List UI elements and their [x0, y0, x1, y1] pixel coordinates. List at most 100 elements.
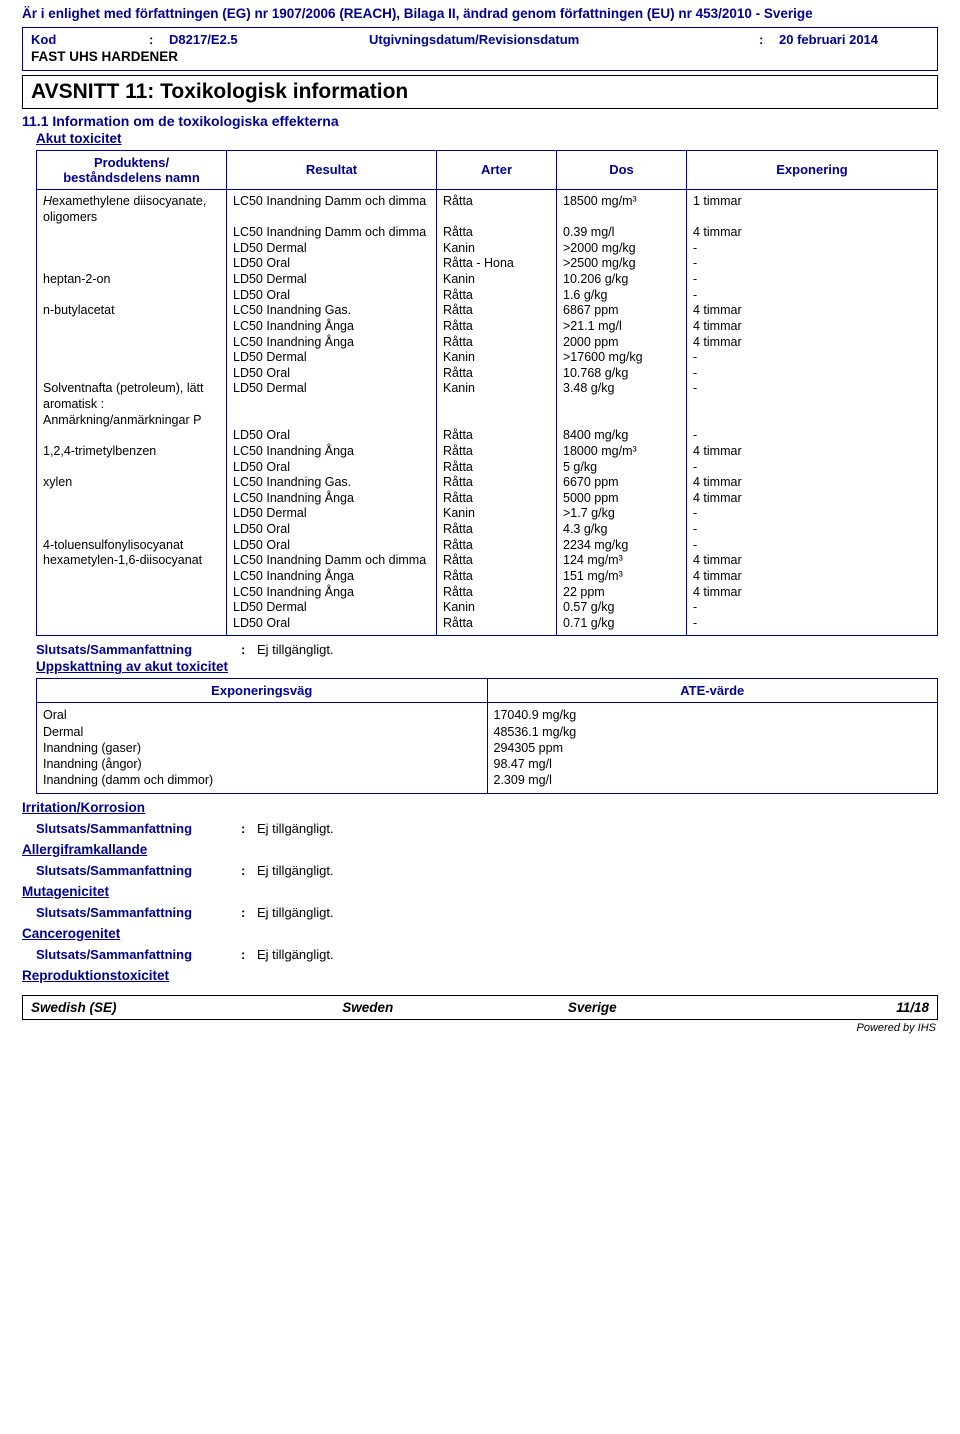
cell-result: LC50 Inandning Ånga	[227, 569, 437, 585]
akut-title: Akut toxicitet	[36, 131, 938, 146]
cell-dose: 4.3 g/kg	[557, 522, 687, 538]
cell-dose: 18500 mg/m³	[557, 189, 687, 225]
cell-route: Dermal	[37, 724, 488, 740]
cell-species: Råtta	[437, 444, 557, 460]
cell-result: LD50 Oral	[227, 460, 437, 476]
th-result: Resultat	[227, 150, 437, 189]
cell-name	[37, 460, 227, 476]
cell-dose: 151 mg/m³	[557, 569, 687, 585]
cell-dose: 0.71 g/kg	[557, 616, 687, 636]
cell-exposure: 4 timmar	[687, 444, 938, 460]
cell-species: Råtta - Hona	[437, 256, 557, 272]
cell-dose: 10.768 g/kg	[557, 366, 687, 382]
table-row: LC50 Inandning ÅngaRåtta5000 ppm4 timmar	[37, 491, 938, 507]
cell-exposure: 4 timmar	[687, 585, 938, 601]
cell-result: LC50 Inandning Ånga	[227, 585, 437, 601]
conclusion-row: Slutsats/Sammanfattning : Ej tillgänglig…	[36, 642, 938, 657]
conclusion-colon: :	[241, 947, 257, 962]
cell-name: Hexamethylene diisocyanate, oligomers	[37, 189, 227, 225]
cell-result: LC50 Inandning Ånga	[227, 444, 437, 460]
kod-colon: :	[149, 32, 169, 47]
cell-exposure: -	[687, 600, 938, 616]
cell-exposure: -	[687, 616, 938, 636]
cell-species: Kanin	[437, 600, 557, 616]
footer-center2: Sverige	[480, 1000, 705, 1015]
th-exposure: Exponering	[687, 150, 938, 189]
conclusion-label: Slutsats/Sammanfattning	[36, 821, 241, 836]
cell-ate-value: 17040.9 mg/kg	[487, 703, 938, 724]
table-row: hexametylen-1,6-diisocyanatLC50 Inandnin…	[37, 553, 938, 569]
table-row: LD50 DermalKanin>2000 mg/kg-	[37, 241, 938, 257]
table-row: LD50 OralRåtta10.768 g/kg-	[37, 366, 938, 382]
kod-value: D8217/E2.5	[169, 32, 369, 47]
cell-dose: >21.1 mg/l	[557, 319, 687, 335]
conclusion-colon: :	[241, 905, 257, 920]
cell-dose: 3.48 g/kg	[557, 381, 687, 428]
table-row: Inandning (gaser)294305 ppm	[37, 740, 938, 756]
cell-species: Råtta	[437, 475, 557, 491]
cell-result: LC50 Inandning Ånga	[227, 319, 437, 335]
cell-exposure: -	[687, 538, 938, 554]
cell-ate-value: 48536.1 mg/kg	[487, 724, 938, 740]
cell-species: Råtta	[437, 553, 557, 569]
cell-exposure: -	[687, 506, 938, 522]
cell-name	[37, 256, 227, 272]
footer-left: Swedish (SE)	[31, 1000, 256, 1015]
kod-label: Kod	[31, 32, 149, 47]
cell-species: Råtta	[437, 585, 557, 601]
cell-name	[37, 522, 227, 538]
table-row: LC50 Inandning ÅngaRåtta22 ppm4 timmar	[37, 585, 938, 601]
utg-colon: :	[759, 32, 779, 47]
category-block: MutagenicitetSlutsats/Sammanfattning:Ej …	[22, 884, 938, 920]
cell-species: Råtta	[437, 522, 557, 538]
conclusion-colon: :	[241, 863, 257, 878]
cell-exposure: -	[687, 256, 938, 272]
cell-name	[37, 585, 227, 601]
cell-name	[37, 600, 227, 616]
cell-result: LD50 Dermal	[227, 506, 437, 522]
page-footer: Swedish (SE) Sweden Sverige 11/18	[22, 995, 938, 1020]
cell-name	[37, 335, 227, 351]
cell-result: LD50 Oral	[227, 522, 437, 538]
th-name: Produktens/beståndsdelens namn	[37, 150, 227, 189]
cell-result: LD50 Dermal	[227, 350, 437, 366]
cell-dose: 10.206 g/kg	[557, 272, 687, 288]
cell-name: n-butylacetat	[37, 303, 227, 319]
cell-exposure: -	[687, 522, 938, 538]
cell-name: Solventnafta (petroleum), lätt aromatisk…	[37, 381, 227, 428]
table-row: Oral17040.9 mg/kg	[37, 703, 938, 724]
cell-name: hexametylen-1,6-diisocyanat	[37, 553, 227, 569]
cell-name: 4-toluensulfonylisocyanat	[37, 538, 227, 554]
table-row: LC50 Inandning ÅngaRåtta151 mg/m³4 timma…	[37, 569, 938, 585]
cell-name	[37, 491, 227, 507]
cell-species: Råtta	[437, 538, 557, 554]
cell-result: LD50 Dermal	[227, 381, 437, 428]
category-block: Irritation/KorrosionSlutsats/Sammanfattn…	[22, 800, 938, 836]
table-row: LD50 OralRåtta5 g/kg-	[37, 460, 938, 476]
cell-dose: >17600 mg/kg	[557, 350, 687, 366]
cell-species: Råtta	[437, 189, 557, 225]
table-row: Solventnafta (petroleum), lätt aromatisk…	[37, 381, 938, 428]
conclusion-colon: :	[241, 821, 257, 836]
table-row: n-butylacetatLC50 Inandning Gas.Råtta686…	[37, 303, 938, 319]
cell-species: Råtta	[437, 428, 557, 444]
conclusion-value: Ej tillgängligt.	[257, 863, 334, 878]
table-row: 1,2,4-trimetylbenzenLC50 Inandning ÅngaR…	[37, 444, 938, 460]
table-row: LD50 OralRåtta8400 mg/kg-	[37, 428, 938, 444]
footer-page-number: 11/18	[705, 1000, 930, 1015]
cell-dose: 2234 mg/kg	[557, 538, 687, 554]
cell-name: 1,2,4-trimetylbenzen	[37, 444, 227, 460]
cell-species: Råtta	[437, 225, 557, 241]
cell-species: Råtta	[437, 569, 557, 585]
cell-exposure: 4 timmar	[687, 303, 938, 319]
cell-result: LC50 Inandning Ånga	[227, 491, 437, 507]
cell-result: LC50 Inandning Gas.	[227, 303, 437, 319]
cell-result: LC50 Inandning Damm och dimma	[227, 189, 437, 225]
table-row: heptan-2-onLD50 DermalKanin10.206 g/kg-	[37, 272, 938, 288]
powered-by: Powered by IHS	[22, 1022, 938, 1034]
cell-dose: 6670 ppm	[557, 475, 687, 491]
table-row: LC50 Inandning ÅngaRåtta>21.1 mg/l4 timm…	[37, 319, 938, 335]
cell-species: Kanin	[437, 506, 557, 522]
cell-result: LD50 Oral	[227, 538, 437, 554]
conclusion-row: Slutsats/Sammanfattning:Ej tillgängligt.	[36, 947, 938, 962]
